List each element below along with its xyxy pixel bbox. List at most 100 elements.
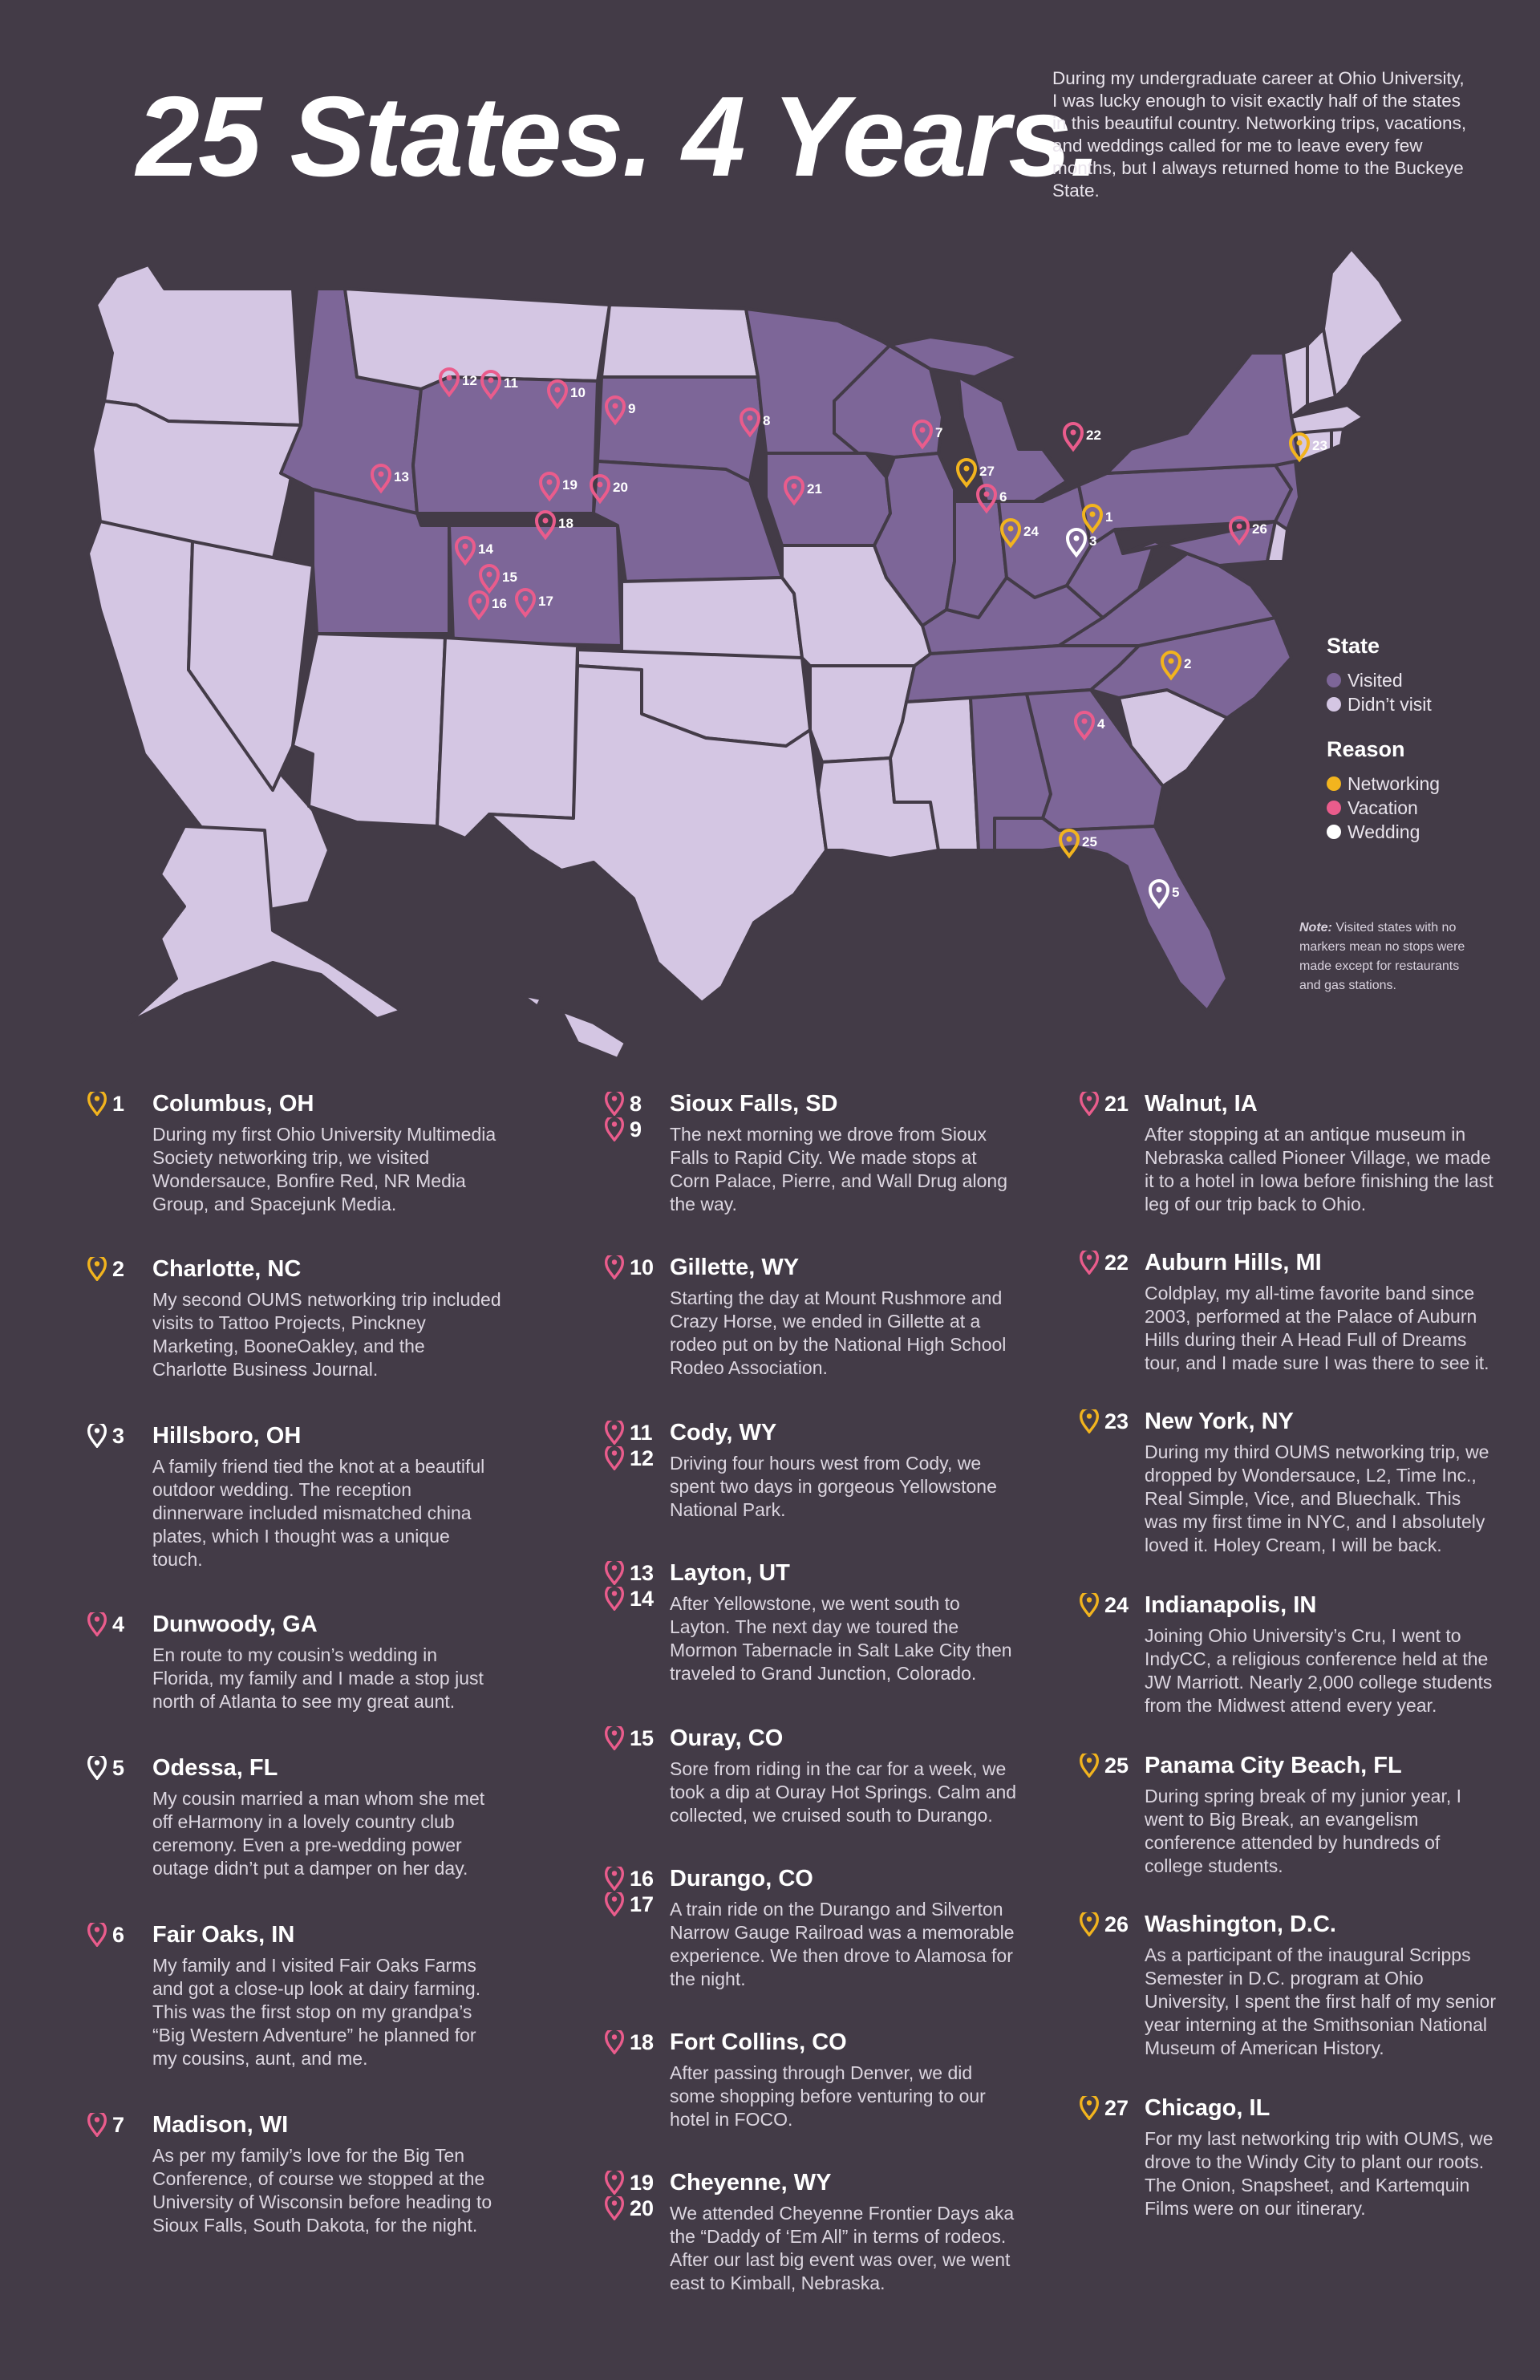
entry-pins: 13 14 (604, 1560, 668, 1612)
entry-number: 23 (1104, 1409, 1129, 1433)
entry-text: En route to my cousin’s wedding in Flori… (152, 1644, 484, 1712)
state-ri (1330, 428, 1345, 451)
map-pin-dot (1073, 535, 1080, 541)
map-pin-dot (747, 415, 753, 421)
trip-entry: 24 Indianapolis, IN Joining Ohio Universit… (1079, 1592, 1496, 1717)
entry-pins: 16 17 (604, 1866, 668, 1917)
location-pin-icon (87, 2113, 107, 2137)
map-pin-2: 2 (1160, 651, 1191, 681)
entry-pins: 5 (87, 1755, 151, 1781)
location-pin-icon (1079, 1754, 1100, 1778)
map-pin-19: 19 (538, 472, 578, 502)
entry-number: 12 (630, 1445, 654, 1470)
map-pin-dot (791, 483, 797, 489)
map-pin-11: 11 (480, 370, 518, 400)
map-pin-dot (554, 387, 561, 393)
state-me (1322, 247, 1405, 399)
map-pin-icon (1058, 829, 1080, 859)
map-pin-3: 3 (1065, 528, 1096, 558)
map-pin-icon (514, 588, 537, 618)
legend-networking-label: Networking (1348, 773, 1441, 794)
entry-pins: 26 (1079, 1912, 1143, 1937)
map-pin-label: 16 (492, 596, 507, 611)
entry-title: Durango, CO (670, 1866, 813, 1891)
map-pin-label: 11 (504, 375, 518, 391)
location-pin-icon (87, 1257, 107, 1281)
map-pin-icon (478, 564, 500, 594)
map-pin-dot (1066, 836, 1072, 842)
map-pin-dot (462, 543, 468, 549)
entry-title: Walnut, IA (1145, 1091, 1258, 1117)
entry-number: 14 (630, 1586, 654, 1611)
map-pin-18: 18 (534, 510, 573, 541)
entry-number: 1 (112, 1091, 125, 1116)
location-pin-icon (1079, 1251, 1100, 1275)
entry-number: 8 (630, 1091, 642, 1116)
entry-title: Cody, WY (670, 1420, 777, 1445)
map-pin-label: 24 (1023, 524, 1039, 539)
entries-column-3: 21 Walnut, IA After stopping at an antique… (1079, 1091, 1496, 2220)
map-pin-8: 8 (739, 407, 770, 438)
entry-title: Layton, UT (670, 1560, 790, 1586)
map-pin-7: 7 (911, 420, 942, 450)
map-pin-label: 23 (1312, 438, 1327, 453)
map-pin-label: 9 (628, 401, 635, 416)
map-pin-label: 12 (462, 373, 477, 388)
location-pin-icon (604, 1255, 625, 1279)
map-pin-dot (1168, 658, 1174, 664)
trip-entry: 27 Chicago, IL For my last networking trip… (1079, 2095, 1496, 2220)
state-hi (520, 993, 627, 1059)
map-pin-5: 5 (1148, 879, 1179, 910)
entry-text: My family and I visited Fair Oaks Farms … (152, 1955, 481, 2069)
entry-pins: 2 (87, 1256, 151, 1282)
map-pin-dot (488, 377, 494, 383)
map-pin-icon (1148, 879, 1170, 910)
map-pin-label: 4 (1097, 716, 1105, 732)
map-pin-25: 25 (1058, 829, 1097, 859)
entry-pin-row: 23 (1079, 1409, 1143, 1434)
entry-number: 18 (630, 2029, 654, 2054)
entry-number: 26 (1104, 1912, 1129, 1936)
state-wa (95, 263, 302, 427)
entry-pins: 4 (87, 1612, 151, 1637)
entry-number: 19 (630, 2170, 654, 2195)
state-az (291, 632, 447, 828)
entry-title: Panama City Beach, FL (1145, 1753, 1402, 1778)
state-ks (620, 576, 804, 659)
entry-text: A train ride on the Durango and Silverto… (670, 1899, 1015, 1989)
location-pin-icon (604, 1421, 625, 1445)
entry-number: 17 (630, 1891, 654, 1916)
state-ia (764, 452, 892, 547)
state-mi (957, 375, 1068, 503)
legend-wedding-label: Wedding (1348, 821, 1420, 842)
networking-swatch (1327, 776, 1341, 791)
entry-pin-row: 12 (604, 1445, 668, 1471)
map-pin-icon (454, 536, 476, 566)
entry-number: 20 (630, 2196, 654, 2220)
map-pin-icon (370, 464, 392, 494)
map-pin-24: 24 (999, 518, 1039, 549)
location-pin-icon (604, 2030, 625, 2054)
entry-pins: 11 12 (604, 1420, 668, 1471)
map-pin-label: 15 (502, 570, 517, 585)
entry-pin-row: 25 (1079, 1753, 1143, 1778)
map-pin-icon (1081, 504, 1104, 534)
entry-pins: 1 (87, 1091, 151, 1117)
legend-state-group: State Visited Didn’t visit (1327, 634, 1519, 716)
map-pin-icon (438, 367, 460, 398)
trip-entry: 2 Charlotte, NC My second OUMS networking … (87, 1256, 504, 1381)
map-pin-1: 1 (1081, 504, 1112, 534)
map-pin-dot (1156, 886, 1162, 893)
map-pin-6: 6 (975, 484, 1007, 514)
entry-number: 21 (1104, 1091, 1129, 1116)
map-pin-icon (1228, 516, 1250, 546)
location-pin-icon (1079, 1912, 1100, 1936)
trip-entry: 7 Madison, WI As per my family’s love for … (87, 2112, 504, 2237)
map-pin-dot (542, 517, 549, 524)
location-pin-icon (604, 1561, 625, 1585)
trip-entry: 5 Odessa, FL My cousin married a man whom … (87, 1755, 504, 1880)
note-text: Visited states with no markers mean no s… (1299, 921, 1465, 992)
entry-pins: 25 (1079, 1753, 1143, 1778)
trip-entry: 16 17 Durango, CO A train ride on the Duran… (604, 1866, 1021, 1991)
entry-text: As a participant of the inaugural Scripp… (1145, 1944, 1497, 2058)
